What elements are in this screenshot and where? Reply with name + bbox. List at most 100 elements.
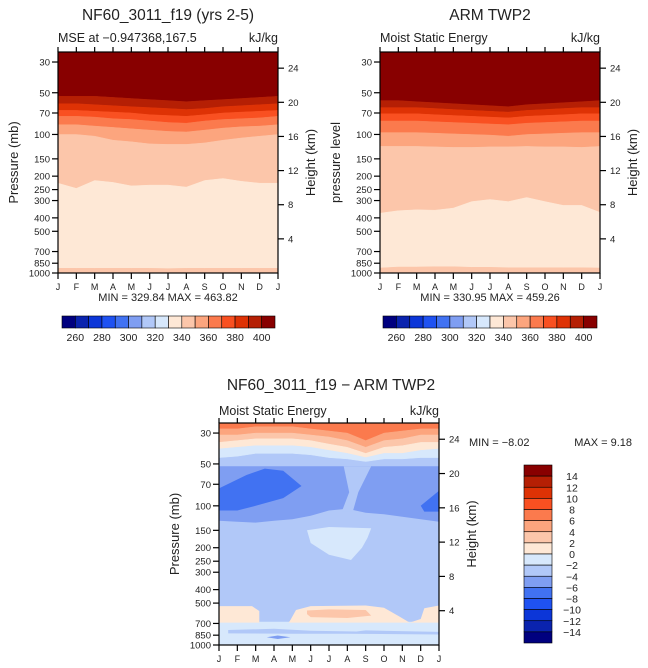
height-tick-label: 16 xyxy=(288,132,299,143)
height-tick-label: 20 xyxy=(449,469,460,480)
colorbar-swatch xyxy=(154,315,169,329)
height-tick-label: 8 xyxy=(288,200,293,211)
y-tick-label: 150 xyxy=(34,154,50,165)
x-tick-label: N xyxy=(399,654,406,664)
plot-subtitle: Moist Static Energy xyxy=(219,404,327,418)
colorbar-swatch xyxy=(523,498,553,510)
colorbar-swatch xyxy=(523,531,553,544)
colorbar-label: 12 xyxy=(566,482,578,494)
colorbar-swatch xyxy=(523,575,553,588)
y-tick-label: 200 xyxy=(356,172,372,183)
x-tick-label: N xyxy=(238,282,245,292)
colorbar-label: 2 xyxy=(569,538,575,550)
x-tick-label: O xyxy=(219,282,226,292)
colorbar-swatch xyxy=(128,315,143,329)
y-tick-label: 500 xyxy=(356,227,372,238)
colorbar-swatch xyxy=(543,315,558,329)
x-tick-label: M xyxy=(252,654,260,664)
colorbar-swatch xyxy=(523,598,553,610)
x-tick-label: J xyxy=(217,654,222,664)
y-tick-label: 300 xyxy=(356,196,372,207)
x-tick-label: J xyxy=(276,282,281,292)
colorbar-swatch xyxy=(88,315,103,329)
y-tick-label: 300 xyxy=(195,568,211,579)
colorbar-label: 320 xyxy=(468,332,486,344)
colorbar-swatch xyxy=(261,315,276,329)
plot-diff: J F M A M J J A S O N D J305070100150200250300400500… xyxy=(167,377,632,664)
x-tick-label: A xyxy=(271,654,277,664)
colorbar-label: −14 xyxy=(563,627,581,639)
height-tick-label: 20 xyxy=(610,98,621,109)
y-tick-label: 850 xyxy=(195,631,211,642)
colorbar-swatch xyxy=(523,542,553,555)
height-tick-label: 8 xyxy=(449,572,454,583)
colorbar-label: 280 xyxy=(414,332,432,344)
colorbar-swatch xyxy=(523,587,553,599)
contour-fill xyxy=(307,527,372,560)
x-tick-label: J xyxy=(147,282,152,292)
y-tick-label: 70 xyxy=(39,108,50,119)
height-tick-label: 20 xyxy=(288,98,299,109)
x-tick-label: D xyxy=(417,654,424,664)
colorbar-swatch xyxy=(523,464,553,477)
min-max-stats: MIN = 330.95 MAX = 459.26 xyxy=(420,292,559,304)
colorbar-label: 8 xyxy=(569,505,575,517)
x-tick-label: J xyxy=(488,282,493,292)
max-stat: MAX = 9.18 xyxy=(574,437,632,449)
y-axis-label: Pressure (mb) xyxy=(6,121,21,203)
colorbar-swatch xyxy=(523,564,553,577)
plot-subtitle: MSE at −0.947368,167.5 xyxy=(58,31,197,45)
y-tick-label: 500 xyxy=(34,227,50,238)
x-tick-label: S xyxy=(363,654,369,664)
y-tick-label: 700 xyxy=(195,619,211,630)
x-tick-label: D xyxy=(256,282,263,292)
colorbar-swatch xyxy=(248,315,262,329)
colorbar-swatch xyxy=(449,315,464,329)
colorbar-swatch xyxy=(489,315,504,329)
colorbar-label: 6 xyxy=(569,516,575,528)
y-tick-label: 400 xyxy=(195,585,211,596)
y-tick-label: 400 xyxy=(34,213,50,224)
colorbar-swatch xyxy=(569,315,584,329)
height-tick-label: 24 xyxy=(610,64,621,75)
contour-band xyxy=(58,178,278,269)
y-axis-label-right: Height (km) xyxy=(625,129,640,196)
x-tick-label: M xyxy=(91,282,99,292)
x-tick-label: J xyxy=(598,282,603,292)
height-tick-label: 4 xyxy=(610,234,615,245)
x-tick-label: M xyxy=(128,282,136,292)
y-tick-label: 850 xyxy=(356,259,372,270)
colorbar-swatch xyxy=(476,315,491,329)
plot-title: ARM TWP2 xyxy=(449,7,531,24)
colorbar: 260 280 300 320 340 360 380 400 xyxy=(61,315,276,344)
colorbar-swatch xyxy=(556,315,571,329)
plot-obs: J F M A M J J A S O N D J305070100150200250300400500… xyxy=(328,7,640,344)
y-tick-label: 30 xyxy=(39,58,50,69)
colorbar-label: 380 xyxy=(226,332,244,344)
colorbar-swatch xyxy=(503,315,518,329)
y-tick-label: 50 xyxy=(39,88,50,99)
contour-fill xyxy=(219,468,302,511)
colorbar-label: −8 xyxy=(566,594,578,606)
contour-fill xyxy=(409,605,439,623)
contour-fill xyxy=(219,606,260,623)
plot-model: J F M A M J J A S O N D J305070100150200250300400500… xyxy=(6,7,318,344)
contour-band xyxy=(380,52,600,107)
height-tick-label: 4 xyxy=(288,234,293,245)
colorbar-swatch xyxy=(523,486,553,499)
y-tick-label: 30 xyxy=(361,58,372,69)
colorbar-label: 360 xyxy=(200,332,218,344)
y-axis-label-right: Height (km) xyxy=(303,129,318,196)
x-tick-label: S xyxy=(524,282,530,292)
contour-fills xyxy=(58,52,278,273)
y-tick-label: 50 xyxy=(361,88,372,99)
colorbar-swatch xyxy=(523,631,553,644)
height-tick-label: 24 xyxy=(449,435,460,446)
min-max-stats: MIN = 329.84 MAX = 463.82 xyxy=(98,292,237,304)
x-tick-label: D xyxy=(578,282,585,292)
height-tick-label: 4 xyxy=(449,606,454,617)
colorbar-label: 340 xyxy=(173,332,191,344)
y-tick-label: 300 xyxy=(34,196,50,207)
contour-fill xyxy=(266,635,291,639)
x-tick-label: N xyxy=(560,282,567,292)
